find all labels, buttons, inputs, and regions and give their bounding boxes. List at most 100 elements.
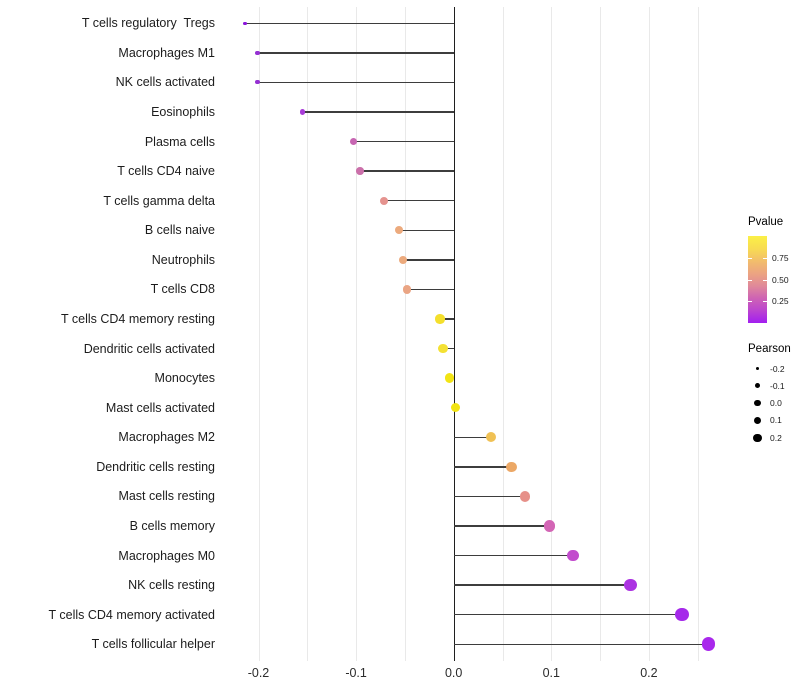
lollipop-stem bbox=[453, 614, 683, 616]
lollipop-stem bbox=[384, 200, 454, 202]
pearson-size-dot bbox=[753, 433, 762, 442]
y-axis-label: Macrophages M0 bbox=[118, 548, 215, 563]
y-axis-label: T cells follicular helper bbox=[91, 637, 215, 652]
y-axis-label: B cells memory bbox=[129, 518, 215, 533]
pearson-size-dot bbox=[754, 383, 761, 389]
pearson-size-label: -0.2 bbox=[770, 363, 785, 374]
lollipop-stem bbox=[353, 140, 454, 143]
y-axis-label: T cells gamma delta bbox=[103, 193, 215, 208]
gridline bbox=[697, 7, 699, 661]
y-axis-label: NK cells resting bbox=[128, 578, 215, 593]
lollipop-dot bbox=[349, 137, 357, 146]
pvalue-tick-mark bbox=[763, 257, 767, 259]
lollipop-dot bbox=[506, 461, 517, 473]
lollipop-dot bbox=[624, 578, 637, 592]
lollipop-dot bbox=[402, 285, 412, 294]
lollipop-stem bbox=[440, 318, 454, 320]
pvalue-legend-title: Pvalue bbox=[748, 216, 784, 228]
lollipop-dot bbox=[438, 343, 448, 354]
gridline bbox=[307, 7, 309, 661]
pvalue-colorbar bbox=[748, 236, 767, 323]
lollipop-dot bbox=[566, 549, 579, 562]
pvalue-tick-mark bbox=[748, 257, 752, 259]
pearson-size-label: 0.0 bbox=[770, 398, 782, 409]
pearson-size-dot bbox=[753, 416, 762, 425]
y-axis-label: B cells naive bbox=[144, 223, 215, 238]
plot-panel bbox=[221, 7, 732, 661]
lollipop-dot bbox=[255, 80, 260, 85]
lollipop-dot bbox=[398, 255, 408, 265]
y-axis-label: T cells CD4 memory resting bbox=[61, 312, 215, 326]
lollipop-dot bbox=[543, 520, 555, 532]
lollipop-dot bbox=[485, 432, 496, 443]
y-axis-label: Macrophages M2 bbox=[118, 430, 215, 445]
gridline bbox=[258, 7, 260, 661]
lollipop-stem bbox=[244, 22, 454, 24]
lollipop-dot bbox=[255, 50, 260, 55]
lollipop-stem bbox=[453, 643, 709, 645]
y-axis-label: Mast cells activated bbox=[105, 400, 215, 415]
lollipop-stem bbox=[406, 288, 454, 291]
gridline bbox=[600, 7, 602, 661]
pearson-size-dot bbox=[754, 399, 761, 407]
lollipop-stem bbox=[453, 436, 491, 438]
lollipop-stem bbox=[402, 259, 454, 261]
y-axis-label: NK cells activated bbox=[115, 75, 215, 90]
lollipop-stem bbox=[257, 52, 454, 54]
lollipop-dot bbox=[243, 21, 247, 26]
lollipop-dot bbox=[394, 226, 404, 235]
lollipop-dot bbox=[435, 314, 445, 324]
x-axis-tick-label: -0.1 bbox=[345, 666, 367, 680]
y-axis-label: T cells CD8 bbox=[150, 282, 215, 297]
pvalue-tick-label: 0.25 bbox=[772, 296, 789, 307]
lollipop-dot bbox=[356, 167, 364, 175]
lollipop-stem bbox=[257, 81, 454, 84]
lollipop-stem bbox=[453, 466, 512, 468]
x-axis-tick-label: 0.1 bbox=[542, 666, 560, 680]
lollipop-stem bbox=[399, 229, 454, 231]
pearson-size-label: -0.1 bbox=[770, 380, 785, 391]
zero-axis-line bbox=[453, 7, 455, 661]
y-axis-label: Dendritic cells activated bbox=[83, 341, 215, 356]
pvalue-tick-mark bbox=[763, 301, 767, 303]
y-axis-label: T cells CD4 memory activated bbox=[48, 607, 216, 622]
lollipop-stem bbox=[442, 347, 454, 350]
y-axis-label: Dendritic cells resting bbox=[96, 459, 215, 474]
y-axis-label: T cells CD4 naive bbox=[117, 164, 215, 179]
x-axis-tick-label: 0.2 bbox=[640, 666, 658, 680]
lollipop-dot bbox=[675, 608, 689, 622]
pvalue-tick-mark bbox=[748, 301, 752, 303]
pvalue-tick-mark bbox=[748, 279, 752, 281]
lollipop-dot bbox=[450, 402, 461, 413]
gridline bbox=[551, 7, 553, 661]
pvalue-tick-mark bbox=[763, 279, 767, 281]
gridline bbox=[648, 7, 650, 661]
x-axis-tick-label: -0.2 bbox=[247, 666, 270, 680]
y-axis-label: T cells regulatory Tregs bbox=[81, 16, 215, 31]
pvalue-tick-label: 0.50 bbox=[772, 274, 789, 285]
lollipop-stem bbox=[360, 170, 454, 172]
lollipop-stem bbox=[453, 584, 631, 586]
y-axis-label: Plasma cells bbox=[144, 134, 215, 149]
pearson-size-label: 0.2 bbox=[770, 432, 782, 443]
pearson-size-dot bbox=[755, 366, 760, 371]
gridline bbox=[502, 7, 504, 661]
lollipop-dot bbox=[701, 637, 716, 652]
pearson-legend-title: Pearson bbox=[748, 343, 791, 355]
y-axis-label: Eosinophils bbox=[151, 105, 215, 119]
lollipop-stem bbox=[302, 111, 454, 113]
lollipop-dot bbox=[299, 109, 306, 115]
x-axis-tick-label: 0.0 bbox=[444, 666, 463, 680]
lollipop-dot bbox=[519, 491, 531, 502]
y-axis-label: Mast cells resting bbox=[118, 489, 215, 504]
lollipop-stem bbox=[453, 525, 550, 527]
pearson-size-label: 0.1 bbox=[770, 415, 782, 426]
pvalue-tick-label: 0.75 bbox=[772, 252, 789, 263]
lollipop-stem bbox=[453, 495, 525, 498]
gridline bbox=[404, 7, 406, 661]
gridline bbox=[356, 7, 358, 661]
y-axis-label: Macrophages M1 bbox=[118, 45, 215, 60]
lollipop-stem bbox=[453, 554, 573, 557]
lollipop-dot bbox=[445, 373, 455, 383]
